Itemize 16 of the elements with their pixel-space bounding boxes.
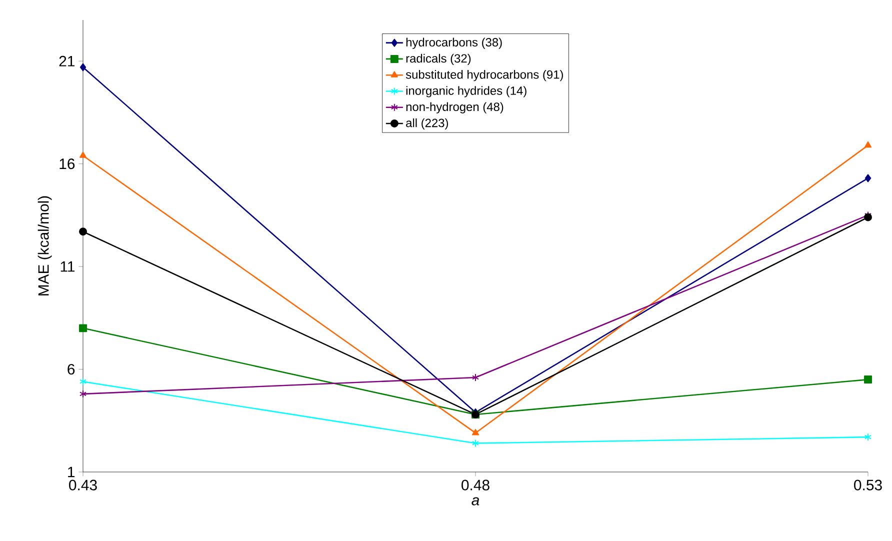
- y-tick-label: 21: [59, 56, 74, 66]
- y-tick-label: 16: [60, 158, 75, 170]
- x-tick-label: 0.48: [462, 480, 490, 490]
- legend-label: non-hydrogen (48): [406, 102, 504, 114]
- legend-label: inorganic hydrides (14): [406, 86, 526, 98]
- y-tick-label: 6: [68, 364, 75, 375]
- y-axis-title: MAE (kcal/mol): [38, 196, 52, 296]
- y-tick-label: 1: [68, 466, 74, 478]
- x-tick-label: 0.53: [854, 480, 882, 490]
- x-axis-title: a: [472, 497, 480, 506]
- legend-label: radicals (32): [406, 54, 471, 66]
- legend-label: substituted hydrocarbons (91): [406, 70, 563, 82]
- legend-label: all (223): [406, 118, 448, 130]
- x-tick-label: 0.43: [69, 480, 97, 490]
- legend-label: hydrocarbons (38): [406, 38, 502, 49]
- y-tick-label: 11: [60, 261, 74, 272]
